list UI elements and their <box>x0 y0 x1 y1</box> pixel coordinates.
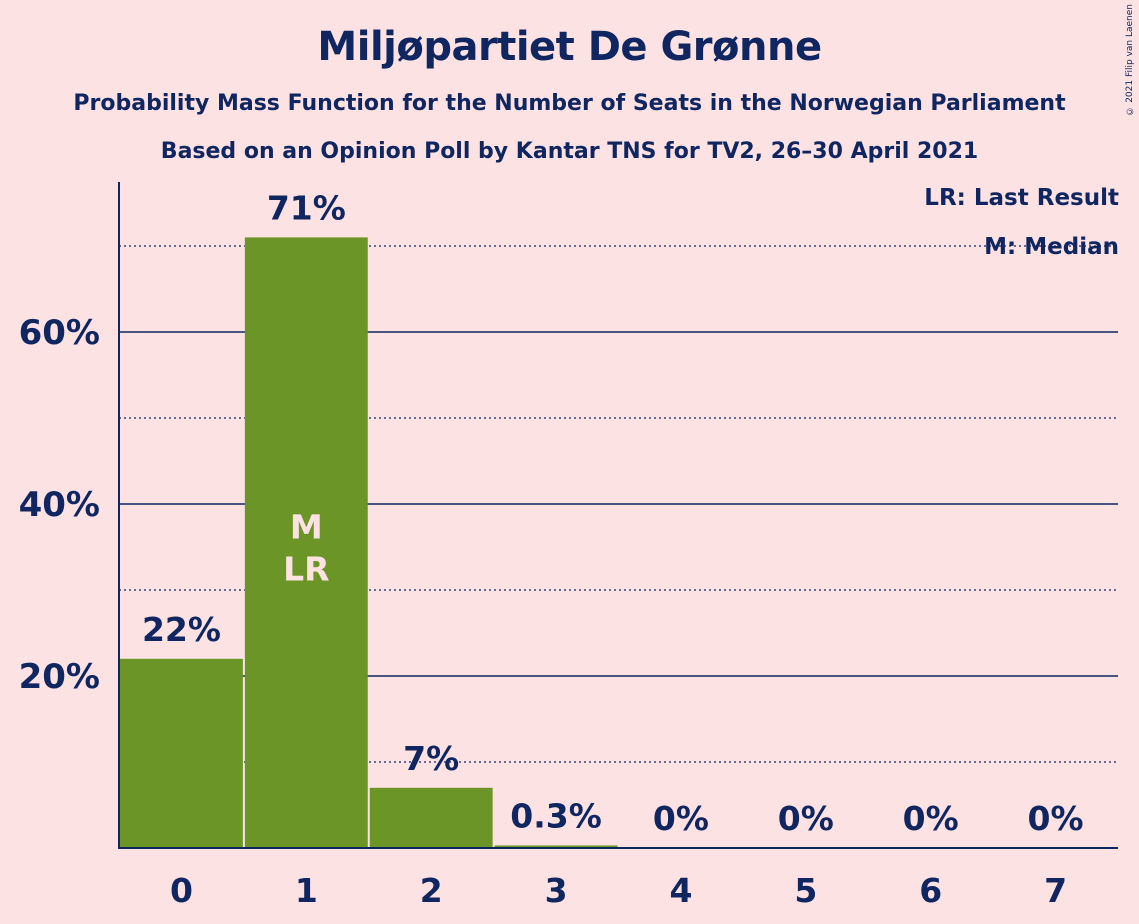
chart-source-line: Based on an Opinion Poll by Kantar TNS f… <box>160 139 979 164</box>
bar <box>120 658 243 848</box>
legend-median: M: Median <box>984 234 1119 260</box>
x-tick-label: 2 <box>420 871 443 910</box>
x-tick-label: 0 <box>170 871 193 910</box>
bar <box>369 787 493 848</box>
bar-value-label: 22% <box>142 610 221 649</box>
x-tick-label: 6 <box>919 871 942 910</box>
bar <box>494 845 618 848</box>
bar-value-label: 0% <box>653 799 709 838</box>
bar-value-label: 71% <box>267 188 346 227</box>
bar-value-label: 0% <box>778 799 834 838</box>
chart-subtitle: Probability Mass Function for the Number… <box>73 91 1066 116</box>
bar-value-label: 0% <box>903 799 959 838</box>
chart-title: Miljøpartiet De Grønne <box>317 24 822 70</box>
x-tick-label: 3 <box>545 871 568 910</box>
x-tick-label: 5 <box>794 871 817 910</box>
bar-value-label: 0.3% <box>510 796 602 835</box>
x-tick-label: 4 <box>669 871 692 910</box>
bar-value-label: 7% <box>403 739 459 778</box>
x-tick-label: 7 <box>1044 871 1067 910</box>
bar <box>244 237 368 848</box>
y-tick-label: 20% <box>19 657 100 697</box>
bar-value-label: 0% <box>1028 799 1084 838</box>
y-tick-label: 40% <box>19 485 100 525</box>
x-tick-label: 1 <box>295 871 318 910</box>
legend-last-result: LR: Last Result <box>924 185 1119 211</box>
median-marker: M <box>290 508 323 547</box>
last-result-marker: LR <box>283 550 329 589</box>
y-tick-label: 60% <box>19 313 100 353</box>
